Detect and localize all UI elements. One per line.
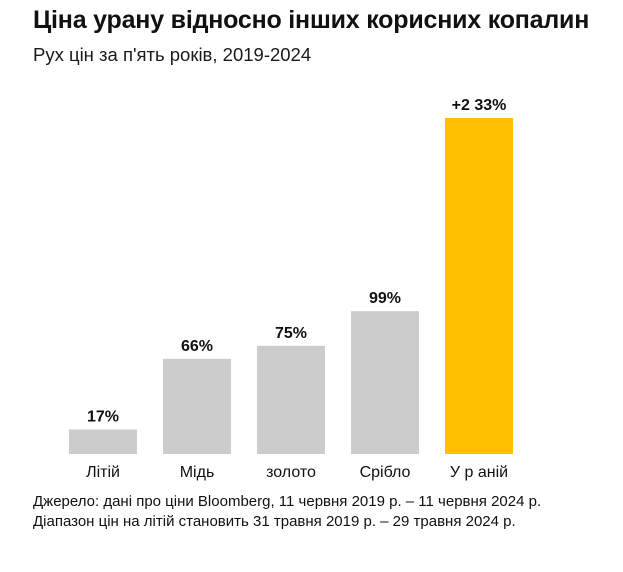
data-label-0: 17% — [87, 408, 119, 425]
bar-1 — [163, 358, 231, 454]
category-label-1: Мідь — [180, 464, 215, 481]
data-label-3: 99% — [369, 290, 401, 307]
bar-3 — [351, 311, 419, 454]
bar-4 — [445, 118, 513, 454]
category-label-3: Срібло — [360, 464, 411, 481]
bar-0 — [69, 429, 137, 454]
chart-title: Ціна урану відносно інших корисних копал… — [33, 6, 590, 34]
chart-subtitle: Рух цін за п'ять років, 2019-2024 — [33, 44, 312, 65]
category-label-2: золото — [266, 464, 316, 481]
category-label-4: У р аній — [450, 464, 508, 481]
data-label-4: +2 33% — [452, 97, 507, 114]
source-note: Джерело: дані про ціни Bloomberg, 11 чер… — [33, 493, 542, 530]
category-label-0: Літій — [86, 464, 120, 481]
bar-chart: 17% Літій 66% Мідь 75% золото 99% Срібло +2 33% У… — [69, 97, 513, 481]
data-label-1: 66% — [181, 338, 213, 355]
data-label-2: 75% — [275, 325, 307, 342]
bar-2 — [257, 345, 325, 454]
